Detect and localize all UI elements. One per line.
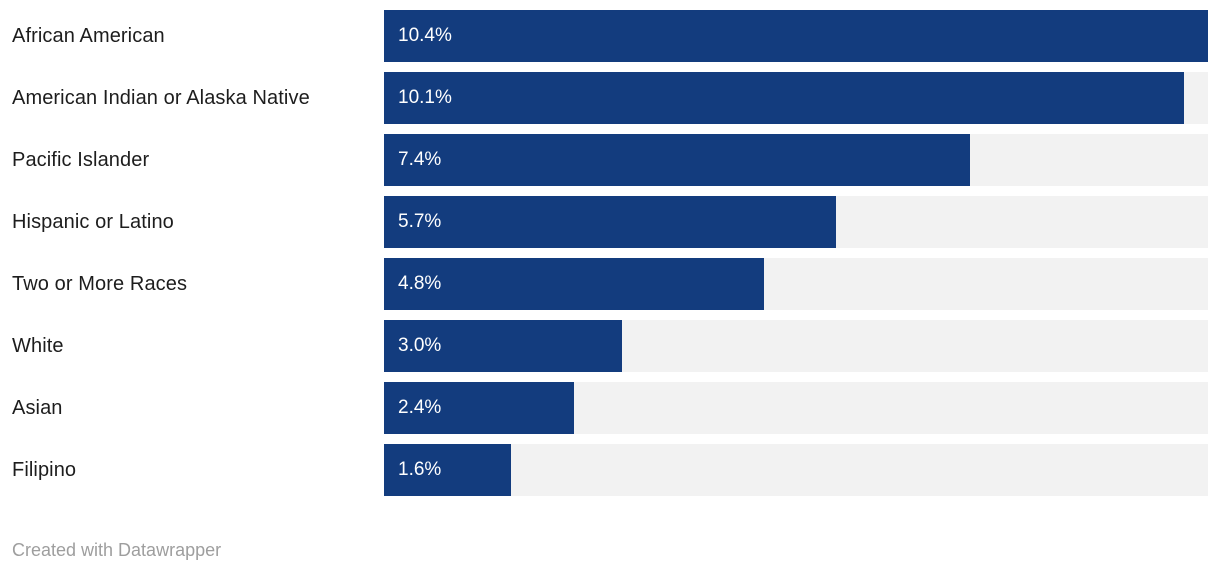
category-label: African American (12, 24, 165, 47)
value-label: 10.1% (398, 87, 452, 108)
bar: 3.0% (384, 320, 622, 372)
bar-row: Pacific Islander 7.4% (0, 134, 1220, 186)
bar-track: 4.8% (384, 258, 1208, 310)
bar-track: 3.0% (384, 320, 1208, 372)
value-label: 1.6% (398, 459, 442, 480)
bar-row: White 3.0% (0, 320, 1220, 372)
bar-row: Two or More Races 4.8% (0, 258, 1220, 310)
category-label: Pacific Islander (12, 148, 150, 171)
category-label: Filipino (12, 458, 77, 481)
bar-track: 2.4% (384, 382, 1208, 434)
bar: 10.4% (384, 10, 1208, 62)
bar-row: Filipino 1.6% (0, 444, 1220, 496)
category-label: White (12, 334, 64, 357)
value-label: 4.8% (398, 273, 442, 294)
bar: 7.4% (384, 134, 971, 186)
chart-plot-area: African American 10.4% American Indian o… (0, 10, 1220, 496)
bar-track: 10.1% (384, 72, 1208, 124)
value-label: 10.4% (398, 25, 452, 46)
bar: 5.7% (384, 196, 836, 248)
bar-track: 10.4% (384, 10, 1208, 62)
value-label: 3.0% (398, 335, 442, 356)
bar: 4.8% (384, 258, 765, 310)
bar-row: American Indian or Alaska Native 10.1% (0, 72, 1220, 124)
category-label: American Indian or Alaska Native (12, 86, 310, 109)
value-label: 5.7% (398, 211, 442, 232)
category-label: Two or More Races (12, 272, 188, 295)
value-label: 7.4% (398, 149, 442, 170)
bar-track: 1.6% (384, 444, 1208, 496)
datawrapper-credit-link[interactable]: Created with Datawrapper (12, 540, 222, 560)
category-label: Hispanic or Latino (12, 210, 174, 233)
bar-row: Asian 2.4% (0, 382, 1220, 434)
bar: 2.4% (384, 382, 575, 434)
bar-track: 5.7% (384, 196, 1208, 248)
bar: 10.1% (384, 72, 1185, 124)
bar-row: African American 10.4% (0, 10, 1220, 62)
bar: 1.6% (384, 444, 511, 496)
category-label: Asian (12, 396, 63, 419)
bar-row: Hispanic or Latino 5.7% (0, 196, 1220, 248)
bar-track: 7.4% (384, 134, 1208, 186)
value-label: 2.4% (398, 397, 442, 418)
